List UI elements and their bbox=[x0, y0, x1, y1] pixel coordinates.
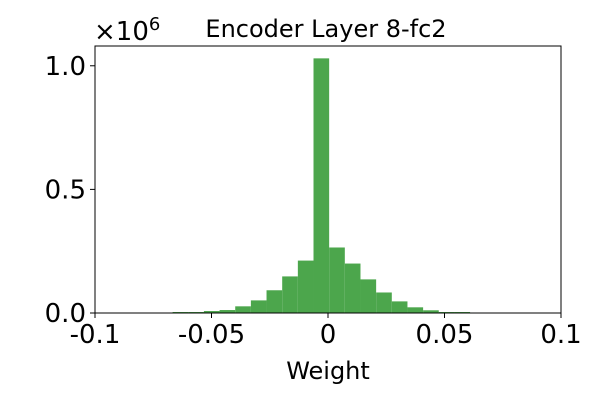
histogram-bar bbox=[360, 279, 377, 313]
histogram-bar bbox=[313, 58, 330, 313]
histogram-bar bbox=[407, 307, 424, 313]
x-tick-label: 0 bbox=[320, 320, 337, 350]
x-tick-label: 0.05 bbox=[416, 320, 474, 350]
x-axis-label: Weight bbox=[286, 357, 370, 385]
y-tick-label: 0.5 bbox=[45, 175, 86, 205]
y-scale-label: ×106 bbox=[94, 14, 160, 47]
x-tick-label: -0.05 bbox=[178, 320, 245, 350]
histogram-bar bbox=[235, 306, 251, 313]
x-tick-label: 0.1 bbox=[540, 320, 581, 350]
histogram-bar bbox=[266, 290, 283, 313]
histogram-bar bbox=[344, 263, 361, 313]
y-tick-label: 0.0 bbox=[45, 299, 86, 329]
histogram-bar bbox=[329, 247, 345, 313]
histogram-bar bbox=[219, 310, 236, 313]
histogram-bar bbox=[250, 300, 267, 313]
histogram-bar bbox=[376, 292, 392, 313]
histogram-bar bbox=[297, 260, 314, 313]
y-tick-label: 1.0 bbox=[45, 52, 86, 82]
histogram-bar bbox=[282, 276, 298, 313]
histogram-bar bbox=[203, 311, 220, 313]
histogram-bar bbox=[391, 301, 408, 313]
histogram-bar bbox=[423, 310, 439, 313]
chart-title: Encoder Layer 8-fc2 bbox=[205, 15, 446, 43]
x-tick-label: -0.1 bbox=[70, 320, 121, 350]
